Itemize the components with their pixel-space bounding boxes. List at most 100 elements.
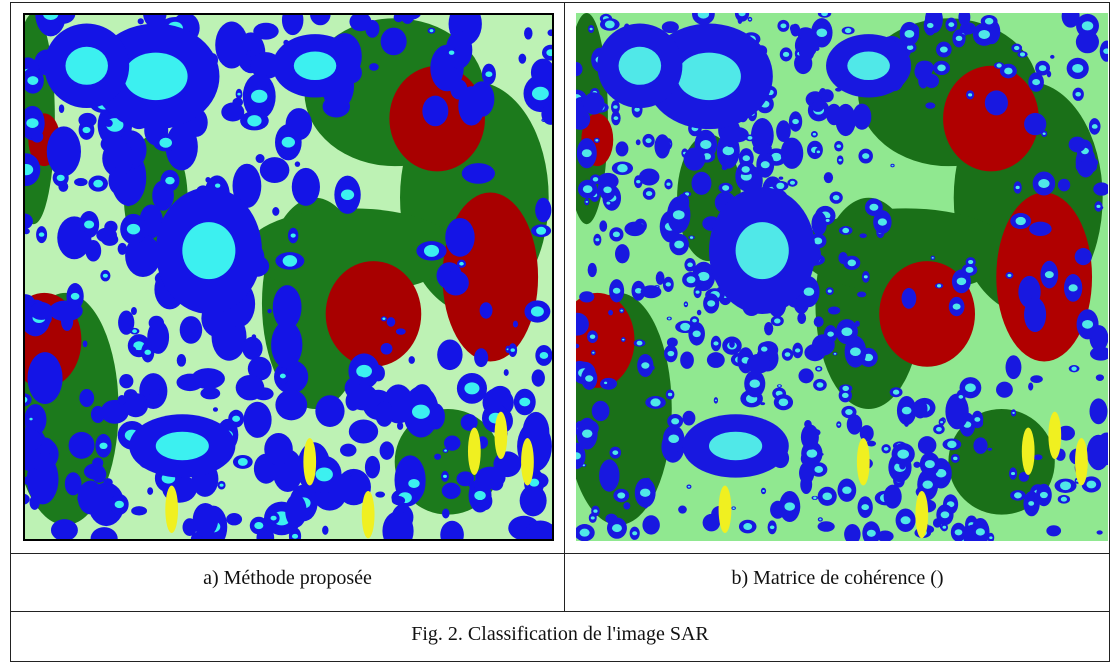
water-speck bbox=[707, 352, 725, 368]
water-speck bbox=[29, 418, 32, 421]
water-speck bbox=[535, 198, 551, 223]
water-speck bbox=[813, 497, 816, 500]
water-speck bbox=[285, 494, 306, 528]
water-speck bbox=[1006, 355, 1022, 379]
water-speck bbox=[434, 454, 441, 460]
water-speck bbox=[585, 375, 593, 381]
water-speck bbox=[812, 212, 827, 236]
water-speck bbox=[119, 374, 133, 388]
water-speck bbox=[750, 380, 761, 388]
water-speck bbox=[292, 168, 320, 206]
water-speck bbox=[475, 467, 505, 489]
bright-stripe bbox=[915, 491, 928, 539]
water-speck bbox=[1024, 297, 1046, 332]
water-speck bbox=[504, 369, 509, 376]
water-speck bbox=[583, 92, 604, 114]
water-speck bbox=[861, 504, 869, 510]
water-speck bbox=[595, 139, 598, 141]
water-speck bbox=[743, 523, 752, 530]
water-speck bbox=[904, 30, 914, 38]
bright-stripe bbox=[857, 438, 870, 486]
water-speck bbox=[74, 178, 88, 186]
water-speck bbox=[857, 291, 866, 297]
water-speck bbox=[1086, 481, 1096, 489]
water-speck bbox=[151, 328, 166, 345]
water-speck bbox=[893, 390, 899, 395]
water-speck bbox=[292, 534, 298, 539]
water-speck bbox=[779, 398, 789, 406]
water-speck bbox=[722, 165, 728, 170]
water-speck bbox=[213, 407, 218, 412]
bright-stripe bbox=[165, 486, 178, 534]
water-speck bbox=[798, 368, 813, 383]
water-speck bbox=[792, 119, 799, 124]
water-speck bbox=[715, 399, 717, 401]
water-speck bbox=[138, 18, 144, 24]
water-speck bbox=[707, 300, 715, 306]
water-speck bbox=[776, 183, 784, 189]
water-speck bbox=[732, 507, 734, 509]
water-speck bbox=[902, 407, 912, 415]
water-speck bbox=[821, 89, 834, 102]
water-speck bbox=[1032, 79, 1040, 85]
water-speck bbox=[656, 271, 665, 285]
water-speck bbox=[645, 138, 651, 143]
water-speck bbox=[760, 402, 765, 405]
water-speck bbox=[818, 521, 835, 532]
water-speck bbox=[781, 138, 804, 169]
water-speck bbox=[640, 489, 650, 497]
water-speck bbox=[159, 138, 172, 148]
water-speck bbox=[286, 108, 312, 140]
water-speck bbox=[603, 186, 611, 193]
water-speck bbox=[845, 28, 851, 33]
water-speck bbox=[424, 245, 439, 257]
water-speck bbox=[897, 449, 909, 458]
water-speck bbox=[26, 118, 38, 128]
water-speck bbox=[103, 274, 108, 278]
water-speck bbox=[612, 450, 618, 455]
water-speck bbox=[641, 362, 649, 368]
water-speck bbox=[599, 220, 607, 231]
water-speck bbox=[99, 443, 107, 449]
water-speck bbox=[780, 23, 786, 28]
figure-table: a) Méthode proposée b) Matrice de cohére… bbox=[10, 2, 1110, 662]
water-speck bbox=[244, 402, 272, 438]
water-speck bbox=[356, 365, 372, 377]
water-speck bbox=[1014, 492, 1022, 498]
water-speck bbox=[519, 54, 527, 64]
water-speck bbox=[485, 71, 492, 77]
water-speck bbox=[940, 46, 948, 52]
water-speck bbox=[469, 482, 476, 488]
water-speck bbox=[622, 339, 624, 341]
water-speck bbox=[177, 354, 186, 367]
water-speck bbox=[582, 149, 592, 157]
water-speck bbox=[953, 457, 957, 461]
water-speck bbox=[687, 263, 693, 267]
water-speck bbox=[69, 432, 95, 459]
water-speck bbox=[824, 172, 833, 183]
water-speck bbox=[722, 185, 729, 191]
water-speck bbox=[738, 17, 743, 24]
water-speck bbox=[511, 348, 515, 352]
water-speck bbox=[974, 417, 980, 422]
water-speck bbox=[593, 177, 598, 181]
water-speck bbox=[540, 352, 549, 359]
water-speck bbox=[131, 506, 147, 515]
water-speck bbox=[729, 340, 735, 347]
water-speck bbox=[637, 341, 643, 346]
water-speck bbox=[615, 244, 630, 263]
water-speck bbox=[790, 181, 795, 185]
water-speck bbox=[937, 65, 945, 72]
water-speck bbox=[91, 406, 105, 423]
water-speck bbox=[458, 86, 484, 125]
water-speck bbox=[678, 506, 687, 514]
water-speck bbox=[582, 430, 592, 438]
water-speck bbox=[1071, 367, 1076, 371]
water-speck bbox=[430, 29, 434, 32]
water-speck bbox=[814, 466, 823, 473]
water-speck bbox=[232, 98, 243, 107]
water-speck bbox=[985, 18, 993, 25]
water-speck bbox=[590, 335, 595, 339]
water-speck bbox=[1012, 412, 1015, 414]
urban-region bbox=[943, 66, 1039, 172]
